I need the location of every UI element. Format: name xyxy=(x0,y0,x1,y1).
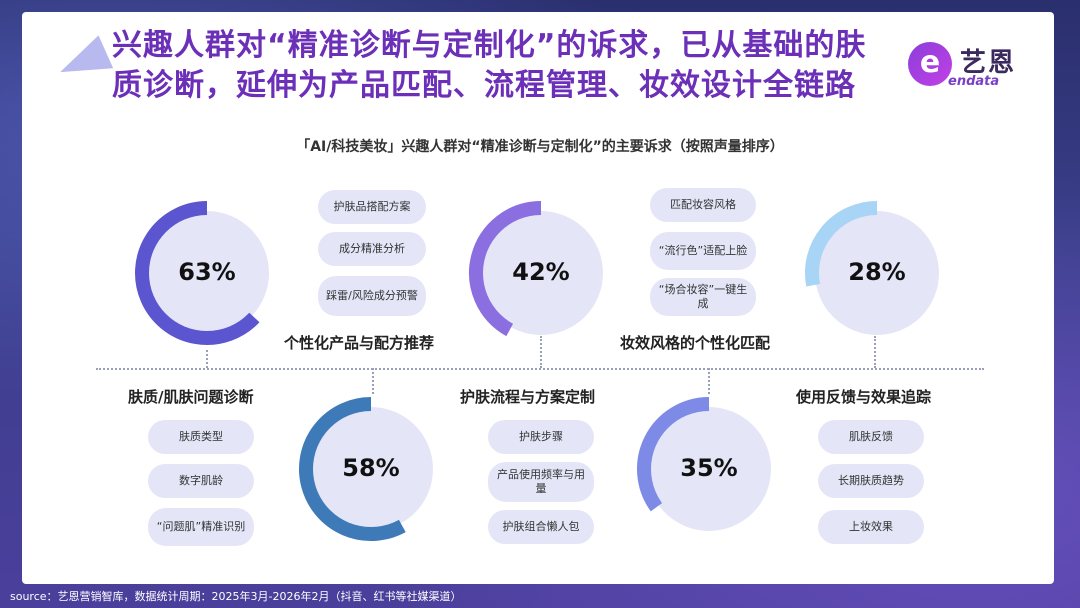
connector-line xyxy=(206,350,208,368)
connector-line xyxy=(708,368,710,394)
donut-label-2: 58% xyxy=(342,454,400,482)
donut-arc xyxy=(469,201,542,337)
tag-item: 产品使用频率与用量 xyxy=(488,462,594,502)
tag-item: “流行色”适配上脸 xyxy=(650,232,756,270)
category-label-3: 妆效风格的个性化匹配 xyxy=(620,334,771,352)
source-note: source：艺恩营销智库，数据统计周期：2025年3月-2026年2月（抖音、… xyxy=(10,590,462,603)
donut-arc xyxy=(637,397,710,512)
tag-item: 肤质类型 xyxy=(148,420,254,454)
donut-chart-4 xyxy=(637,397,771,531)
tag-item: 上妆效果 xyxy=(818,510,924,544)
logo-cn-text: 艺恩 xyxy=(960,48,1017,78)
logo-en-text: endata xyxy=(948,74,1000,89)
donut-center xyxy=(819,215,935,331)
donut-arc xyxy=(805,201,878,287)
tag-item: 匹配妆容风格 xyxy=(650,188,756,222)
tag-item: “场合妆容”一键生成 xyxy=(650,278,756,316)
donut-center xyxy=(483,215,599,331)
donut-chart-5 xyxy=(805,201,939,335)
tag-item: 护肤组合懒人包 xyxy=(488,510,594,544)
title-line-2: 质诊断，延伸为产品匹配、流程管理、妆效设计全链路 xyxy=(112,68,856,103)
brand-logo: e 艺恩 endata xyxy=(908,42,1048,94)
tag-item: 成分精准分析 xyxy=(318,232,426,266)
title-line-1: 兴趣人群对“精准诊断与定制化”的诉求，已从基础的肤 xyxy=(112,28,867,63)
category-label-1: 个性化产品与配方推荐 xyxy=(284,334,435,352)
category-label-5: 使用反馈与效果追踪 xyxy=(796,388,932,406)
connector-line xyxy=(540,336,542,368)
logo-e-icon: e xyxy=(908,42,952,86)
donut-center xyxy=(149,215,265,331)
donut-label-1: 63% xyxy=(178,258,236,286)
donut-chart-3 xyxy=(469,201,603,337)
donut-label-3: 42% xyxy=(512,258,570,286)
connector-line xyxy=(372,368,374,394)
tag-item: 肌肤反馈 xyxy=(818,420,924,454)
tag-item: “问题肌”精准识别 xyxy=(148,508,254,546)
donut-label-5: 28% xyxy=(848,258,906,286)
donut-arc xyxy=(299,397,406,541)
donut-label-4: 35% xyxy=(680,454,738,482)
donut-chart-1 xyxy=(135,201,269,345)
donut-chart-2 xyxy=(299,397,433,541)
donut-arc xyxy=(135,201,260,345)
chart-title: 「AI/科技美妆」兴趣人群对“精准诊断与定制化”的主要诉求（按照声量排序） xyxy=(296,139,784,155)
category-label-2: 肤质/肌肤问题诊断 xyxy=(128,388,254,406)
tag-item: 踩雷/风险成分预警 xyxy=(318,276,426,316)
connector-line xyxy=(874,336,876,368)
donut-center xyxy=(313,411,429,527)
tag-item: 数字肌龄 xyxy=(148,464,254,498)
tag-item: 护肤品搭配方案 xyxy=(318,190,426,224)
page-title: 兴趣人群对“精准诊断与定制化”的诉求，已从基础的肤 质诊断，延伸为产品匹配、流程… xyxy=(112,26,902,106)
tag-item: 长期肤质趋势 xyxy=(818,464,924,498)
category-label-4: 护肤流程与方案定制 xyxy=(460,388,596,406)
tag-item: 护肤步骤 xyxy=(488,420,594,454)
timeline-line xyxy=(96,368,984,370)
donut-center xyxy=(651,411,767,527)
